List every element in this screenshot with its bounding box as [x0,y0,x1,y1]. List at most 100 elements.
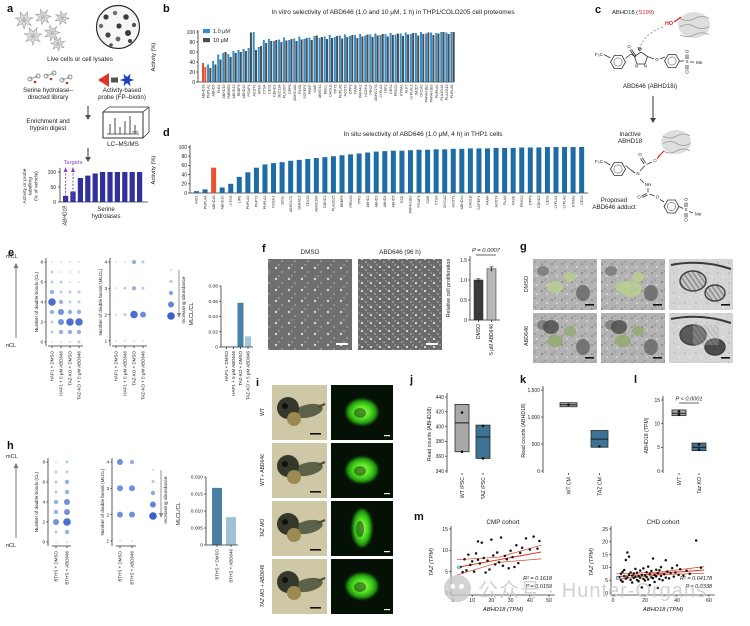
data-point [642,577,645,581]
panel-d-title: In situ selectivity of ABD646 (1.0 μM, 4… [343,131,503,138]
y-tick-label: 1.0 [460,278,467,284]
data-point [638,576,642,579]
abundance-dot [51,261,53,263]
data-point [675,564,679,567]
y-tick-label: 5 [605,578,608,584]
gene-label: ABHD16A [315,195,319,212]
label: MLCL/CL [176,503,182,526]
gene-label: PNPLA2 [207,85,211,99]
data-point [678,567,682,571]
scale-bar [426,343,438,345]
abundance-dot [59,290,63,294]
label: Live cells or cell lysates [47,56,113,63]
y-tick-label: 4 [107,460,110,466]
bar [219,187,225,193]
legend-label: 10 μM [213,38,229,44]
molecule-icon [59,77,65,83]
category-label: 5 μM ABD646 [489,324,495,355]
legend-dot [169,280,173,283]
data-point [685,569,688,572]
line [646,161,653,165]
data-point [635,571,639,575]
benzene-ring [664,54,680,68]
bar [236,176,242,193]
bar-10um [209,68,212,82]
data-point [536,547,539,550]
y-tick-label: 0.5 [460,298,467,304]
abundance-dot [58,329,64,335]
data-point [503,554,507,558]
label: N [636,171,639,176]
y-tick-label: 2 [41,320,44,326]
y-tick-label: 0.015 [191,492,204,498]
bar [348,154,354,193]
label: nCL [6,343,16,349]
category-label: WT iPSC [460,477,466,498]
gene-label: ABHD6 [212,84,216,96]
bar-1um [303,39,306,82]
condition-label: HAP1 + DMSO [50,351,55,382]
membrane [670,315,732,324]
mitochondria-highlight [620,281,642,297]
gene-label: SERAC1 [297,196,301,210]
y-tick-label: 3 [107,486,110,492]
legend-dot [150,501,156,508]
bar-1um [369,34,372,82]
y-tick-label: 4 [105,260,108,266]
bar-10um [305,38,308,82]
data-point [640,586,644,589]
condition-label: HAP1 + 5 μM ABD646 [231,351,236,396]
data-point [670,566,674,570]
bar-1um [278,39,281,82]
gene-label: DDHD2 [537,196,541,208]
scale-bar [585,304,594,306]
bar-10um [391,35,394,82]
gene-label: CES2 [580,196,584,205]
y-tick-label: 0 [537,469,540,475]
arrow-head [85,115,91,120]
gene-label: PNPT1 [255,196,259,208]
bar-10um [351,35,354,82]
abundance-dot [115,313,117,316]
data-point [630,574,634,577]
protein-blob [128,39,132,43]
data-point [654,568,658,571]
abundance-dot [60,261,62,263]
heart-chamber [354,408,366,418]
aromatic-circle [613,57,623,67]
organelle [576,339,590,355]
data-point [469,563,472,567]
label: TAZ (TPM) [589,548,595,576]
gene-label: SCPEP1 [303,85,307,99]
mitochondria-highlight [547,281,563,293]
legend-label: 1.0 μM [213,29,230,35]
bar-10um [366,34,369,82]
category-label: Taz KO [697,477,703,494]
gene-label: PLA2G4A [440,84,444,101]
bar-1um [430,32,433,82]
protein-squiggle [679,16,710,21]
gene-label: LYPLA2 [563,196,567,209]
y-tick-label: 20 [602,540,608,546]
label: TAZ MO + ABD646 [260,564,266,607]
scale-bar [310,491,321,493]
bar [194,191,199,193]
condition-label: HAP1 + 5 μM ABD646 [123,351,128,396]
line [642,194,648,198]
gene-label: ABHD11 [318,85,322,99]
data-point [463,558,466,561]
gene-label: PNPLA4 [203,196,207,210]
abundance-dot [115,339,117,342]
data-point [677,573,680,577]
data-point [622,568,626,572]
y-tick-label: 1,500 [527,388,540,394]
data-point [505,558,509,561]
label: DMSO [301,249,320,256]
gene-label: FAAH [486,195,490,205]
gene-label: JMJD7 [415,85,419,96]
gene-label: ABHD13 [232,85,236,99]
abundance-dot [130,310,138,319]
line [61,76,71,81]
benzene-ring [663,199,680,214]
